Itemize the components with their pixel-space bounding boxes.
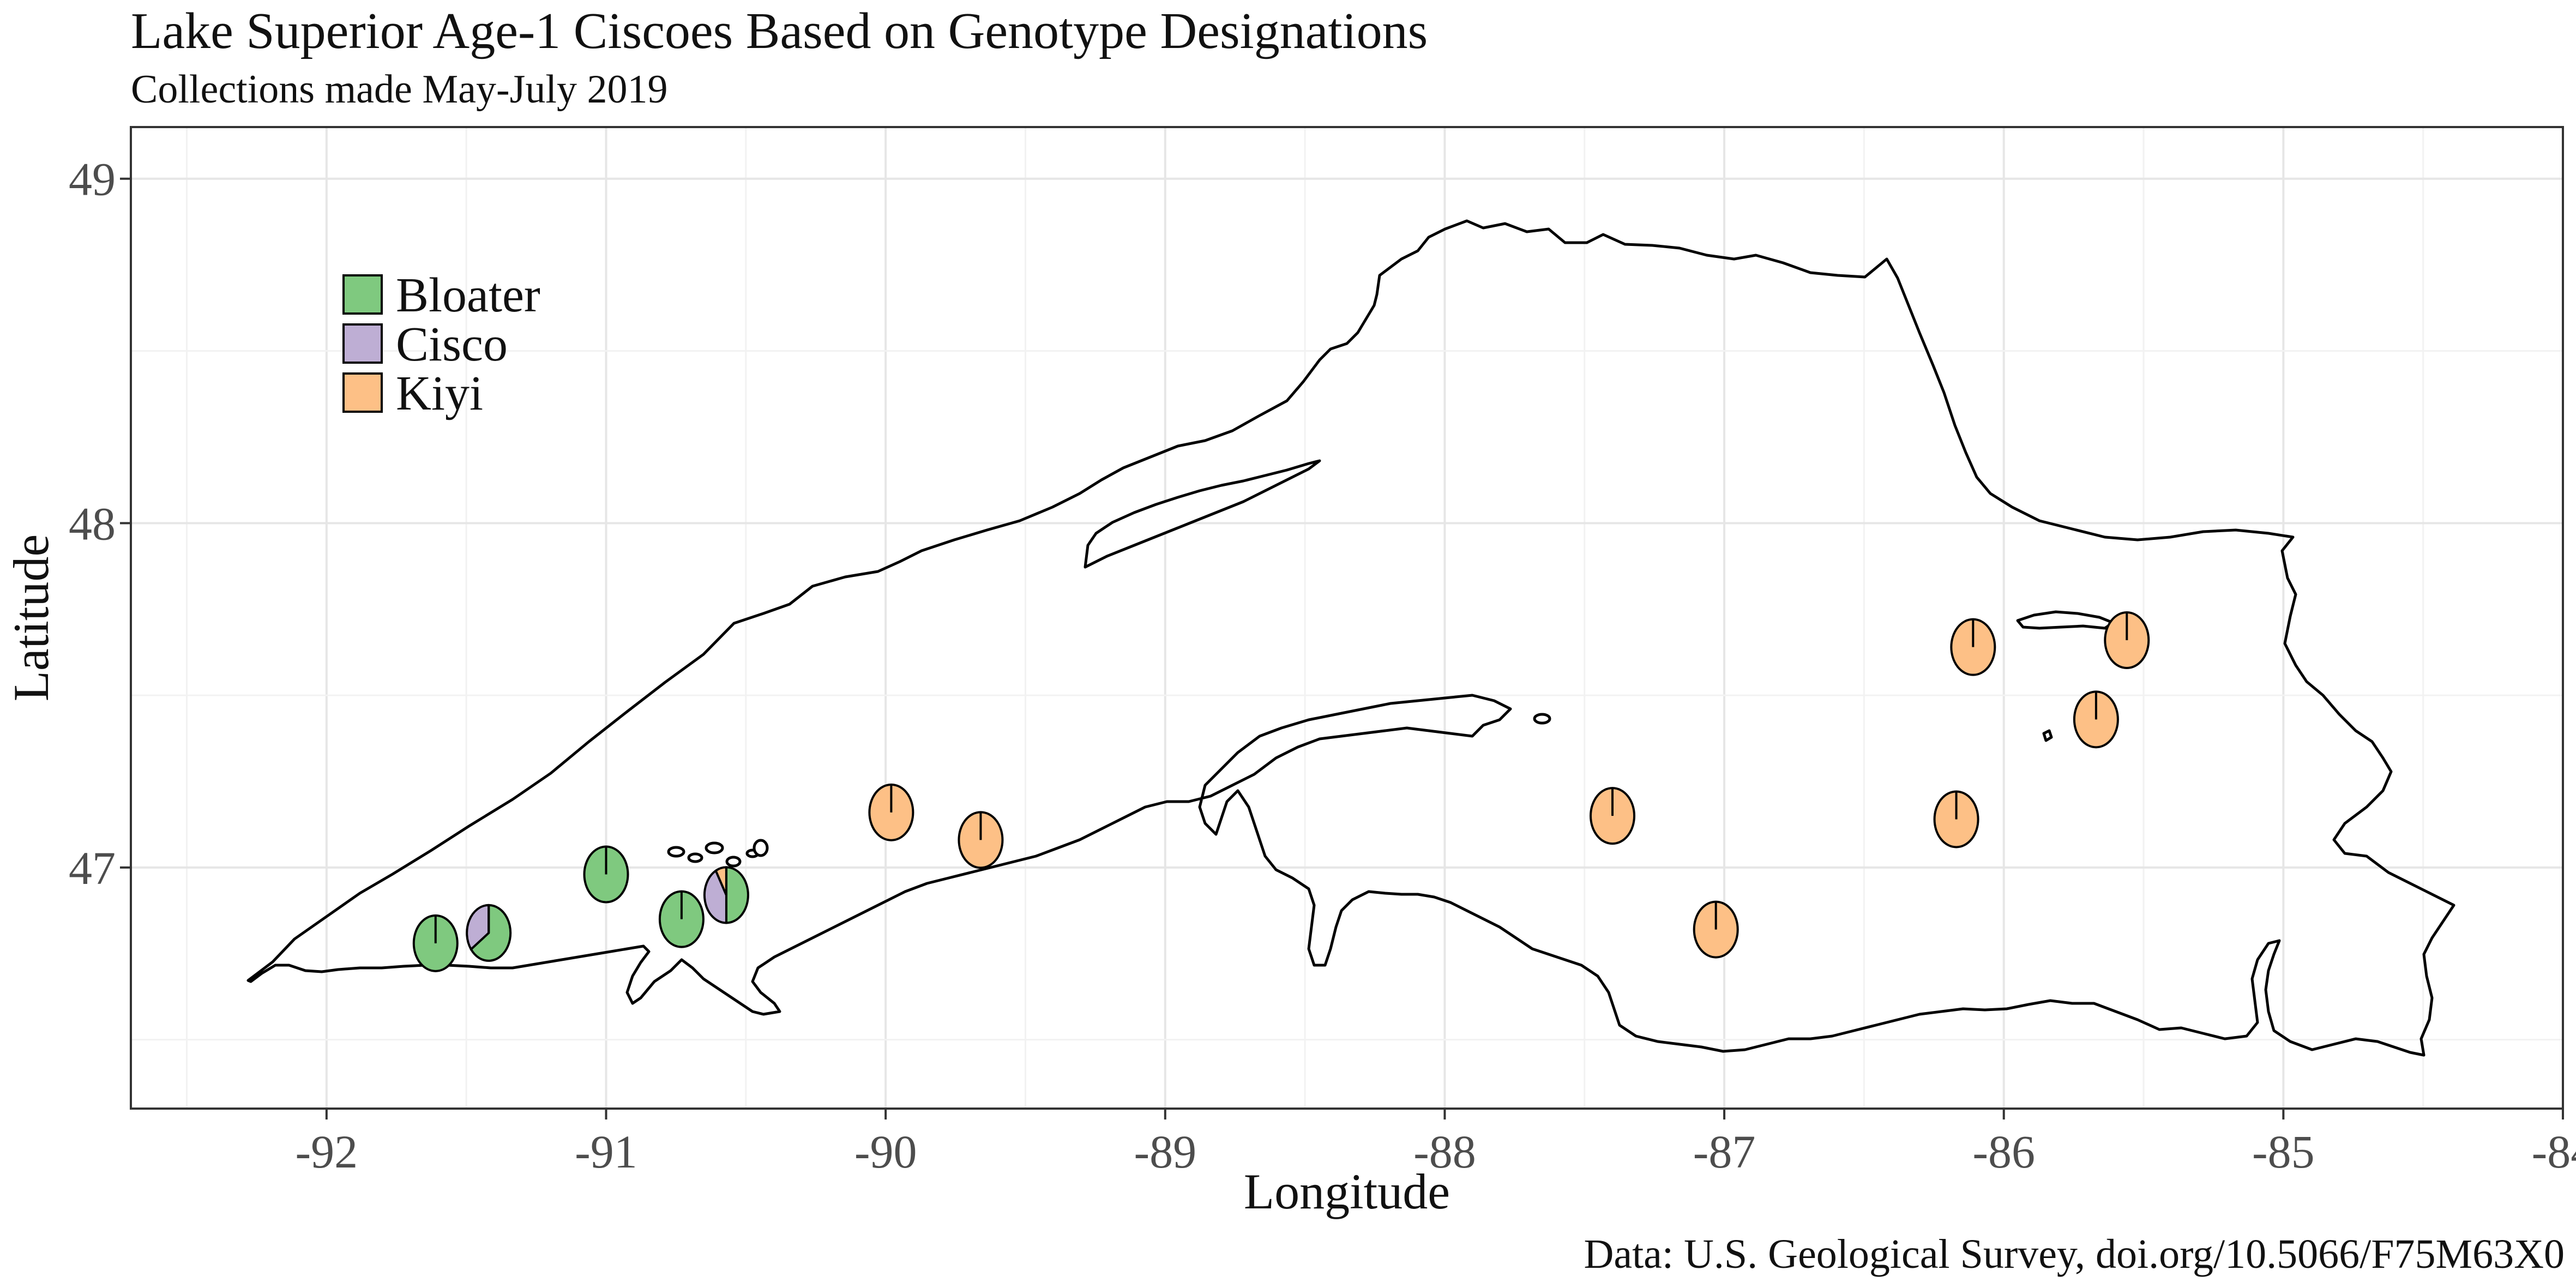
- y-tick-label: 49: [69, 153, 116, 206]
- y-axis-title: Latitude: [3, 534, 59, 702]
- site-pie: [412, 914, 459, 972]
- legend-label-kiyi: Kiyi: [396, 366, 483, 420]
- pie-slice-bloater: [725, 866, 749, 924]
- chart-subtitle: Collections made May-July 2019: [131, 67, 667, 112]
- site-pie: [466, 904, 512, 962]
- site-pie: [2104, 611, 2150, 670]
- legend-swatch-kiyi: [342, 372, 383, 413]
- pie-slice-bloater: [470, 904, 512, 962]
- y-axis: 47 48 49: [69, 153, 131, 894]
- site-pie: [1950, 618, 1996, 676]
- pie-slice-kiyi: [714, 866, 727, 896]
- x-tick-label: -87: [1693, 1126, 1756, 1178]
- apostle-island: [687, 852, 703, 863]
- x-tick-label: -89: [1134, 1126, 1196, 1178]
- site-pie: [703, 866, 749, 924]
- site-pie: [1590, 787, 1636, 845]
- chart-title: Lake Superior Age-1 Ciscoes Based on Gen…: [131, 3, 1428, 59]
- x-tick-label: -90: [854, 1126, 917, 1178]
- apostle-island: [705, 841, 724, 854]
- y-tick-label: 47: [69, 842, 116, 894]
- x-axis-title: Longitude: [1244, 1164, 1450, 1219]
- site-pie: [658, 890, 705, 948]
- panel-background: [131, 127, 2563, 1109]
- site-pies: [412, 611, 2150, 972]
- site-pie: [1933, 790, 1979, 848]
- x-axis: -92 -91 -90 -89 -88 -87 -86 -85 -84: [296, 1109, 2576, 1178]
- pie-slice-cisco: [466, 904, 490, 952]
- x-tick-label: -84: [2532, 1126, 2576, 1178]
- y-tick-label: 48: [69, 497, 116, 550]
- apostle-islands: [667, 839, 769, 868]
- data-source-caption: Data: U.S. Geological Survey, doi.org/10…: [1584, 1231, 2565, 1277]
- legend-label-cisco: Cisco: [396, 317, 508, 371]
- legend-label-bloater: Bloater: [396, 268, 540, 322]
- apostle-island: [667, 846, 685, 858]
- site-pie: [958, 811, 1004, 869]
- site-pie: [583, 845, 629, 904]
- site-pie: [868, 783, 914, 841]
- grand-island: [1533, 713, 1551, 725]
- lake-superior-shoreline: [246, 219, 2455, 1057]
- x-tick-label: -91: [575, 1126, 637, 1178]
- caribou-island: [2042, 729, 2053, 742]
- apostle-island: [725, 856, 742, 868]
- plot-panel: [130, 126, 2564, 1110]
- x-tick-label: -85: [2252, 1126, 2315, 1178]
- legend-swatch-bloater: [342, 274, 383, 315]
- panel-border: [130, 126, 2564, 1110]
- x-tick-label: -92: [296, 1126, 358, 1178]
- apostle-island: [753, 839, 769, 857]
- legend-swatch-cisco: [342, 323, 383, 364]
- x-tick-label: -88: [1413, 1126, 1476, 1178]
- grid-lines: [131, 127, 2564, 1109]
- site-pie: [1693, 900, 1739, 959]
- x-tick-label: -86: [1972, 1126, 2035, 1178]
- isle-royale-island: [1084, 459, 1321, 569]
- site-pie: [2073, 690, 2119, 749]
